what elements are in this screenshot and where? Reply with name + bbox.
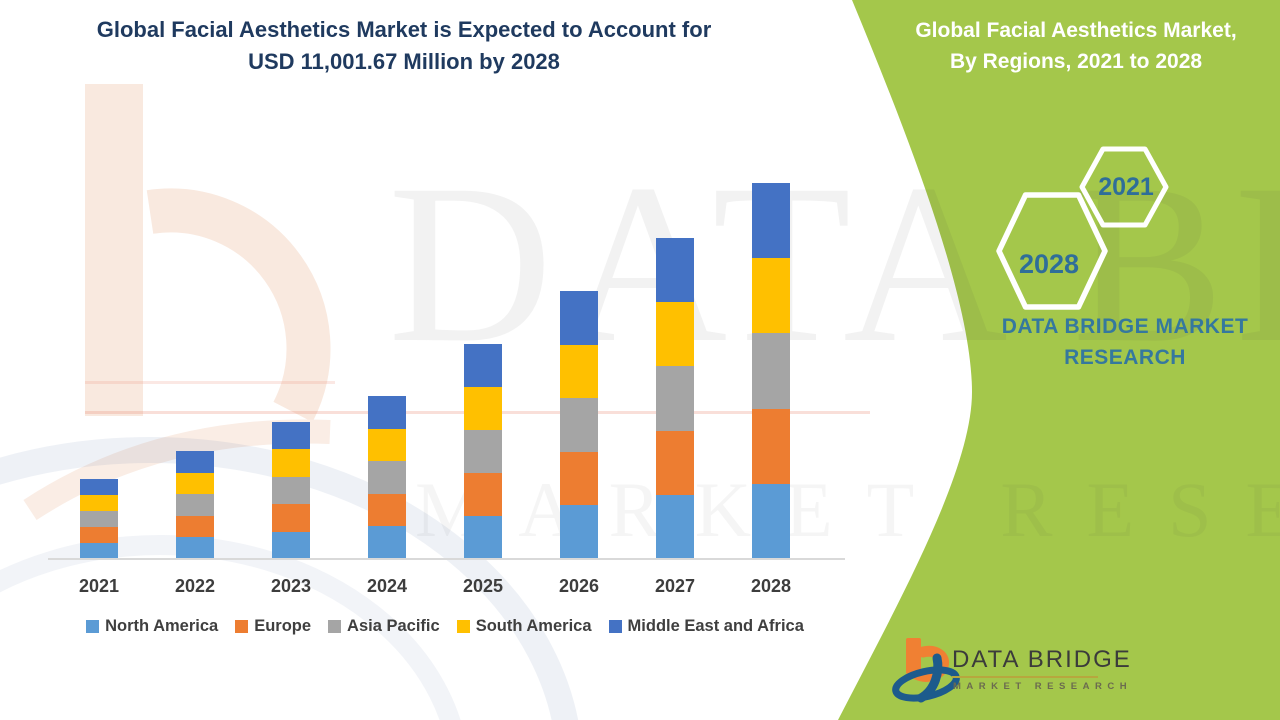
brand-name-line1: DATA BRIDGE MARKET bbox=[1001, 315, 1249, 338]
legend-swatch bbox=[328, 620, 342, 633]
hex-year-2028: 2028 bbox=[1018, 249, 1080, 279]
x-axis-label-2027: 2027 bbox=[654, 576, 696, 596]
watermark-swoosh-outer-arc bbox=[0, 437, 578, 720]
logo-subtitle: MARKET RESEARCH bbox=[953, 681, 1133, 692]
bar-segment-2026-europe bbox=[560, 451, 598, 506]
watermark-big-text: DATA BRIDGE bbox=[388, 138, 1280, 390]
bar-segment-2023-south-america bbox=[272, 449, 310, 477]
x-axis-label-2024: 2024 bbox=[366, 576, 408, 596]
bar-segment-2025-middle-east-and-africa bbox=[464, 344, 502, 387]
bar-segment-2028-asia-pacific bbox=[752, 333, 790, 409]
x-axis-label-2023: 2023 bbox=[270, 576, 312, 596]
logo-wordmark: DATA BRIDGE bbox=[952, 646, 1132, 673]
bar-segment-2026-south-america bbox=[560, 344, 598, 399]
bar-segment-2028-middle-east-and-africa bbox=[752, 183, 790, 259]
bar-segment-2024-middle-east-and-africa bbox=[368, 396, 406, 429]
legend-item-north-america: North America bbox=[86, 617, 218, 636]
legend-label: North America bbox=[105, 617, 219, 635]
bar-segment-2025-north-america bbox=[464, 516, 502, 559]
watermark-b-bowl bbox=[146, 188, 331, 423]
legend-swatch bbox=[235, 620, 249, 633]
legend-label: Middle East and Africa bbox=[627, 617, 804, 635]
hex-year-2021: 2021 bbox=[1098, 173, 1154, 201]
bar-segment-2027-middle-east-and-africa bbox=[656, 238, 694, 303]
chart-title-line1: Global Facial Aesthetics Market is Expec… bbox=[96, 17, 712, 42]
bar-segment-2027-europe bbox=[656, 430, 694, 495]
bar-segment-2028-europe bbox=[752, 408, 790, 484]
brand-name-line2: RESEARCH bbox=[1064, 346, 1186, 369]
bar-segment-2025-europe bbox=[464, 473, 502, 516]
bar-segment-2028-south-america bbox=[752, 258, 790, 334]
logo-b-stem bbox=[906, 638, 921, 674]
bar-segment-2023-asia-pacific bbox=[272, 476, 310, 505]
legend-label: South America bbox=[475, 617, 592, 635]
legend-label: Europe bbox=[254, 617, 312, 635]
bar-segment-2021-asia-pacific bbox=[80, 511, 118, 527]
side-panel-header: Global Facial Aesthetics Market, By Regi… bbox=[880, 15, 1272, 77]
bar-segment-2023-north-america bbox=[272, 531, 310, 559]
x-axis-label-2025: 2025 bbox=[462, 576, 504, 596]
legend-swatch bbox=[608, 620, 622, 633]
bar-segment-2024-north-america bbox=[368, 526, 406, 559]
watermark-b-stem bbox=[85, 84, 143, 416]
bar-segment-2026-north-america bbox=[560, 505, 598, 559]
bar-segment-2025-south-america bbox=[464, 387, 502, 430]
hexagon-2028 bbox=[996, 192, 1108, 310]
bar-segment-2024-asia-pacific bbox=[368, 461, 406, 494]
legend-item-middle-east-and-africa: Middle East and Africa bbox=[608, 617, 804, 636]
bar-segment-2021-south-america bbox=[80, 495, 118, 511]
x-axis-label-2022: 2022 bbox=[174, 576, 216, 596]
bar-segment-2023-middle-east-and-africa bbox=[272, 422, 310, 450]
watermark-sub-text: MARKET RESEARCH bbox=[415, 466, 1280, 553]
green-panel-shape bbox=[838, 0, 1280, 720]
x-axis-line bbox=[48, 558, 845, 560]
legend-swatch bbox=[86, 620, 100, 633]
bar-segment-2026-middle-east-and-africa bbox=[560, 291, 598, 345]
x-axis-label-2026: 2026 bbox=[558, 576, 600, 596]
hexagon-2021 bbox=[1079, 146, 1169, 228]
bar-segment-2027-north-america bbox=[656, 494, 694, 559]
legend-item-south-america: South America bbox=[456, 617, 592, 636]
x-axis-label-2021: 2021 bbox=[78, 576, 120, 596]
bar-segment-2022-south-america bbox=[176, 472, 214, 495]
bar-segment-2024-south-america bbox=[368, 428, 406, 462]
bar-segment-2022-middle-east-and-africa bbox=[176, 451, 214, 473]
chart-title-line2: USD 11,001.67 Million by 2028 bbox=[248, 49, 560, 74]
bar-segment-2028-north-america bbox=[752, 483, 790, 559]
legend-swatch bbox=[456, 620, 470, 633]
bar-segment-2021-middle-east-and-africa bbox=[80, 479, 118, 495]
legend-item-europe: Europe bbox=[235, 617, 311, 636]
bar-segment-2022-asia-pacific bbox=[176, 494, 214, 516]
watermark-swoosh-inner-arc bbox=[0, 535, 461, 720]
bar-segment-2027-asia-pacific bbox=[656, 366, 694, 431]
legend-item-asia-pacific: Asia Pacific bbox=[328, 617, 440, 636]
logo-underline bbox=[952, 676, 1098, 678]
bar-segment-2023-europe bbox=[272, 504, 310, 532]
bar-segment-2027-south-america bbox=[656, 302, 694, 367]
brand-name-teal: DATA BRIDGE MARKET RESEARCH bbox=[955, 311, 1280, 373]
legend-label: Asia Pacific bbox=[347, 617, 440, 635]
x-axis-label-2028: 2028 bbox=[750, 576, 792, 596]
bar-segment-2021-north-america bbox=[80, 543, 118, 559]
bar-segment-2024-europe bbox=[368, 493, 406, 527]
side-panel-header-line2: By Regions, 2021 to 2028 bbox=[949, 50, 1203, 73]
watermark-pink-line-short bbox=[85, 381, 335, 384]
bar-segment-2021-europe bbox=[80, 527, 118, 543]
logo-b-bowl bbox=[910, 645, 950, 682]
chart-title: Global Facial Aesthetics Market is Expec… bbox=[38, 14, 770, 78]
bar-segment-2025-asia-pacific bbox=[464, 430, 502, 473]
bar-segment-2026-asia-pacific bbox=[560, 398, 598, 452]
bar-segment-2022-europe bbox=[176, 515, 214, 538]
logo-d-tail bbox=[916, 653, 943, 703]
bar-segment-2022-north-america bbox=[176, 537, 214, 559]
chart-legend: North America Europe Asia Pacific South Ame… bbox=[0, 617, 890, 636]
side-panel-header-line1: Global Facial Aesthetics Market, bbox=[915, 19, 1237, 42]
